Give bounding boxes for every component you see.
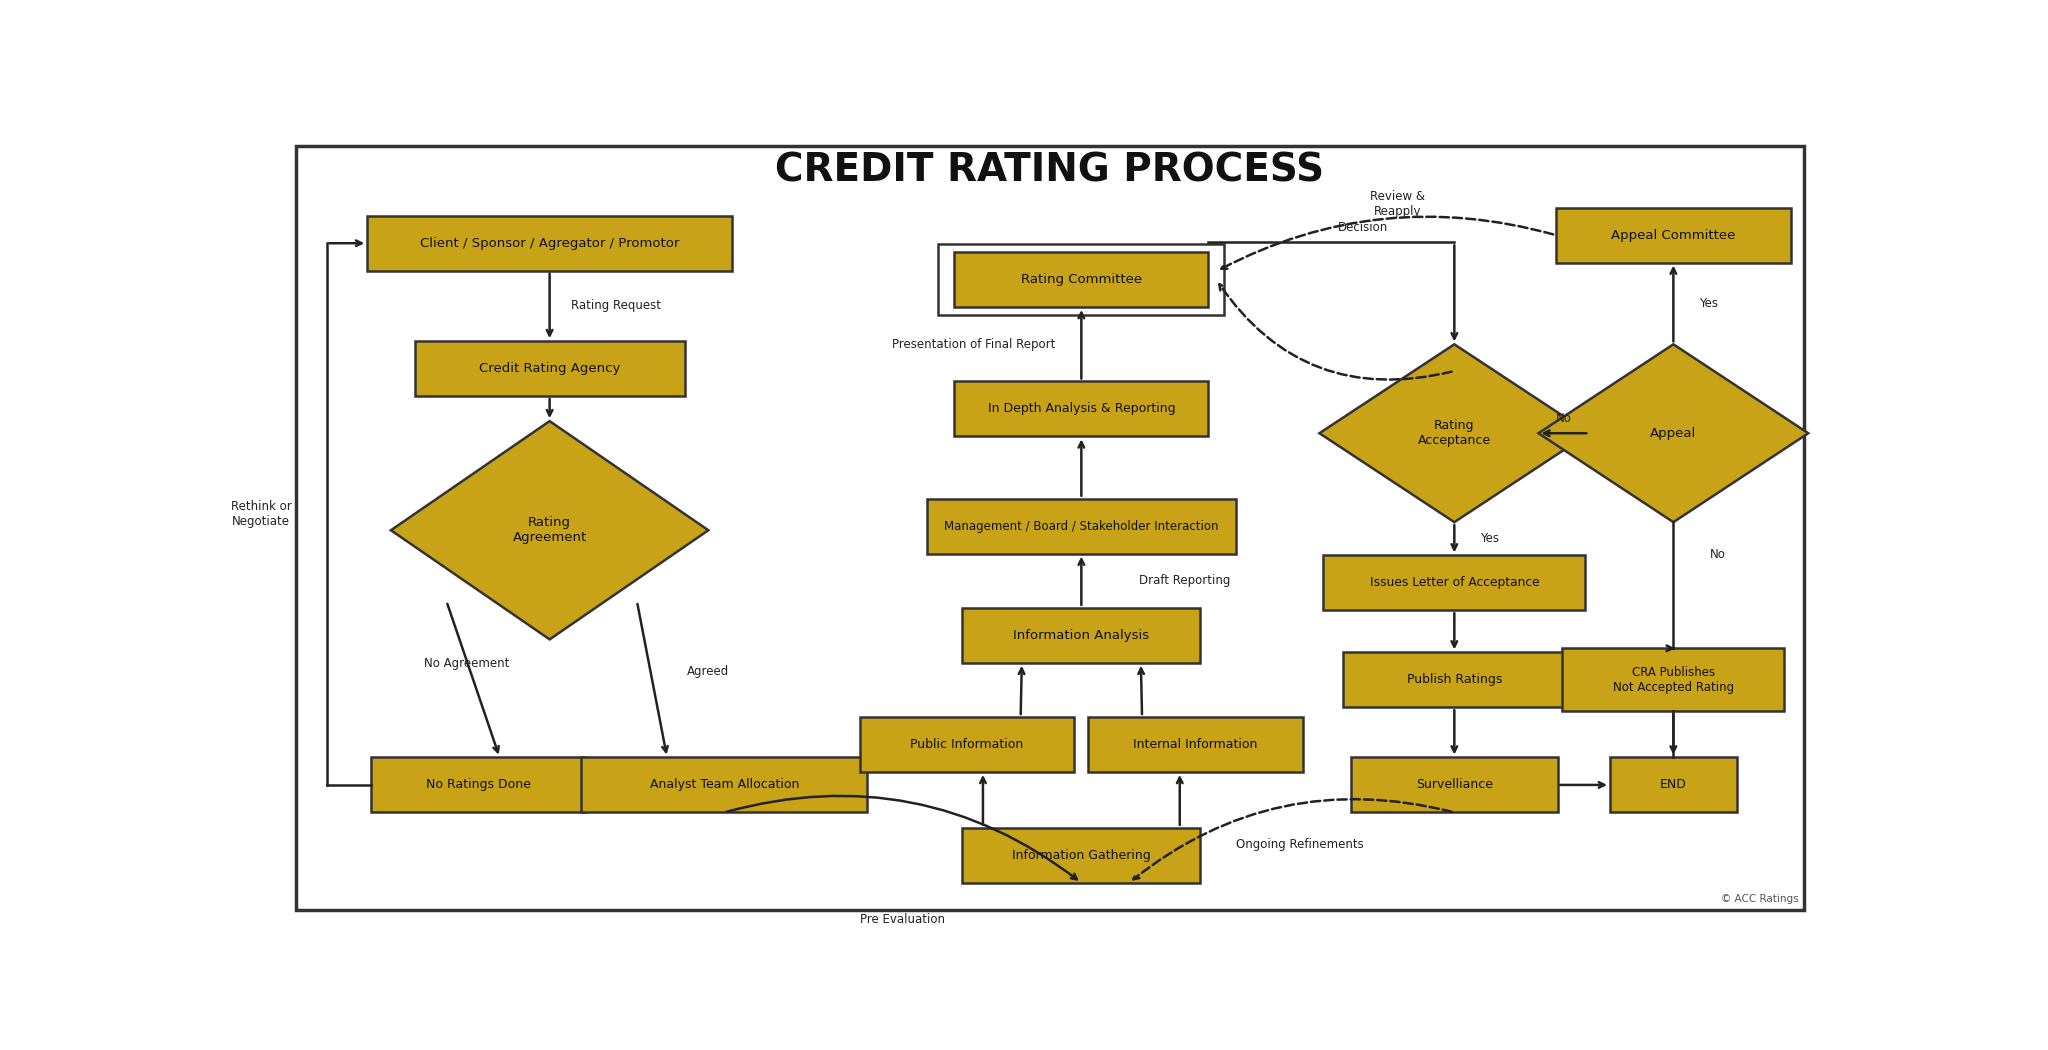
Text: END: END bbox=[1661, 778, 1688, 792]
Bar bbox=[954, 381, 1208, 437]
Text: Management / Board / Stakeholder Interaction: Management / Board / Stakeholder Interac… bbox=[944, 520, 1219, 532]
Text: Yes: Yes bbox=[1698, 297, 1718, 310]
Text: Appeal Committee: Appeal Committee bbox=[1612, 229, 1735, 242]
Bar bbox=[1610, 757, 1737, 813]
Text: Issues Letter of Acceptance: Issues Letter of Acceptance bbox=[1370, 576, 1540, 589]
Polygon shape bbox=[1538, 344, 1808, 522]
Polygon shape bbox=[1319, 344, 1589, 522]
Bar bbox=[1352, 757, 1556, 813]
Bar bbox=[860, 717, 1075, 772]
Text: Pre Evaluation: Pre Evaluation bbox=[860, 912, 946, 926]
Bar bbox=[963, 608, 1200, 663]
Text: No Agreement: No Agreement bbox=[424, 656, 510, 670]
Text: Agreed: Agreed bbox=[688, 665, 729, 677]
Text: Decision: Decision bbox=[1337, 222, 1389, 234]
Polygon shape bbox=[391, 421, 709, 639]
Text: No Ratings Done: No Ratings Done bbox=[426, 778, 530, 792]
Text: Review &
Reapply: Review & Reapply bbox=[1370, 190, 1425, 218]
Text: Presentation of Final Report: Presentation of Final Report bbox=[891, 338, 1055, 351]
Bar bbox=[367, 215, 733, 271]
Bar bbox=[414, 341, 684, 396]
Text: CRA Publishes
Not Accepted Rating: CRA Publishes Not Accepted Rating bbox=[1614, 666, 1735, 694]
Text: Ongoing Refinements: Ongoing Refinements bbox=[1235, 838, 1364, 852]
Text: CREDIT RATING PROCESS: CREDIT RATING PROCESS bbox=[774, 151, 1325, 189]
Bar bbox=[1556, 208, 1790, 262]
Text: Rating
Acceptance: Rating Acceptance bbox=[1417, 419, 1491, 447]
Text: Appeal: Appeal bbox=[1651, 426, 1696, 440]
Text: Rating Request: Rating Request bbox=[571, 299, 662, 313]
Bar bbox=[1323, 555, 1585, 610]
Bar bbox=[371, 757, 586, 813]
Text: Information Gathering: Information Gathering bbox=[1012, 848, 1151, 862]
Text: Rating Committee: Rating Committee bbox=[1020, 273, 1143, 286]
Text: © ACC Ratings: © ACC Ratings bbox=[1720, 894, 1798, 904]
Bar bbox=[938, 244, 1225, 315]
Bar bbox=[1087, 717, 1303, 772]
Text: No: No bbox=[1710, 548, 1726, 561]
Text: Rethink or
Negotiate: Rethink or Negotiate bbox=[231, 500, 291, 528]
Text: Internal Information: Internal Information bbox=[1133, 738, 1257, 751]
Text: Draft Reporting: Draft Reporting bbox=[1139, 574, 1231, 587]
Text: Rating
Agreement: Rating Agreement bbox=[512, 517, 588, 544]
Text: Client / Sponsor / Agregator / Promotor: Client / Sponsor / Agregator / Promotor bbox=[420, 236, 680, 250]
Text: Analyst Team Allocation: Analyst Team Allocation bbox=[649, 778, 799, 792]
Bar bbox=[954, 252, 1208, 307]
Bar bbox=[963, 827, 1200, 883]
Text: Information Analysis: Information Analysis bbox=[1014, 629, 1149, 642]
Text: Public Information: Public Information bbox=[911, 738, 1024, 751]
Text: Publish Ratings: Publish Ratings bbox=[1407, 673, 1501, 687]
Text: In Depth Analysis & Reporting: In Depth Analysis & Reporting bbox=[987, 402, 1176, 416]
Text: Yes: Yes bbox=[1481, 532, 1499, 545]
Text: Survelliance: Survelliance bbox=[1415, 778, 1493, 792]
Bar bbox=[582, 757, 866, 813]
Bar bbox=[926, 499, 1237, 553]
Bar bbox=[1563, 648, 1784, 711]
Text: Credit Rating Agency: Credit Rating Agency bbox=[479, 362, 621, 375]
Text: No: No bbox=[1556, 413, 1571, 425]
Bar bbox=[1343, 652, 1565, 708]
